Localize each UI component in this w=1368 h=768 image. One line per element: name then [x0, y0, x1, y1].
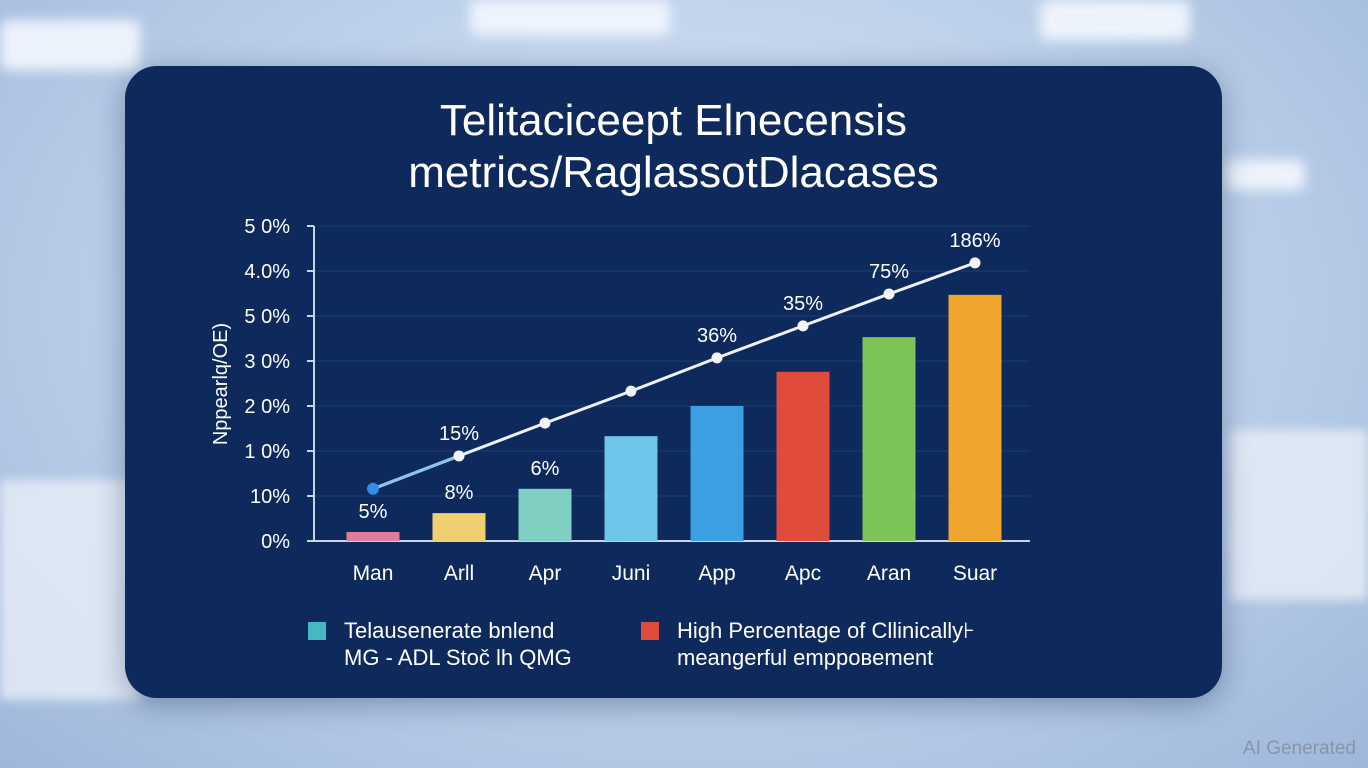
x-tick-label: Arll	[444, 562, 474, 585]
bar-arll	[432, 513, 486, 541]
y-tick-label: 4.0%	[244, 261, 290, 283]
ceiling-light	[470, 0, 670, 35]
legend-label-line2: meangerful empровement	[677, 645, 934, 670]
bar-data-label: 6%	[531, 458, 560, 480]
bar-aran	[862, 337, 916, 541]
y-tick-label: 1 0%	[244, 441, 290, 463]
watermark: AI Generated	[1242, 738, 1356, 759]
line-point	[969, 257, 981, 269]
y-tick-label: 10%	[250, 486, 290, 508]
x-tick-label: Apr	[529, 562, 562, 585]
y-axis-label: Nppearlq/OE)	[210, 323, 232, 445]
chart-title-line1: Telitaciceept Elnecensis	[439, 96, 908, 145]
legend-item-bars: Telausenerate bnlend MG - ADL Stoč lh QMG	[308, 617, 572, 671]
line-data-label: 15%	[439, 423, 479, 445]
line-data-label: 186%	[949, 230, 1000, 252]
ceiling-light	[0, 20, 140, 70]
x-tick-label: App	[698, 562, 735, 585]
line-data-label: 35%	[783, 293, 823, 315]
y-tick-label: 5 0%	[244, 216, 290, 238]
legend-swatch	[641, 622, 659, 640]
legend-swatch	[308, 622, 326, 640]
lab-cabinet	[0, 480, 140, 700]
x-tick-label: Juni	[612, 562, 651, 585]
bar-apr	[518, 488, 572, 541]
chart-title-line2: metrics/RaglassotDlacases	[408, 148, 939, 197]
legend-label-line2: MG - ADL Stoč lh QMG	[344, 645, 572, 670]
bar-apc	[776, 371, 830, 541]
line-point	[711, 352, 723, 364]
line-point	[883, 288, 895, 300]
line-data-label: 75%	[869, 261, 909, 283]
lab-cabinet	[1230, 430, 1368, 600]
legend-item-line: High Percentage of Cllinically⊦ meangerfu…	[641, 617, 975, 671]
line-point	[539, 417, 551, 429]
x-tick-label: Apc	[785, 562, 821, 585]
bar-man	[346, 532, 400, 541]
x-tick-label: Aran	[867, 562, 911, 585]
x-tick-label: Man	[353, 562, 394, 585]
y-tick-label: 2 0%	[244, 396, 290, 418]
line-point	[797, 320, 809, 332]
chart-plot: 0% 10% 1 0% 2 0% 3 0% 5 0% 4.0% 5 0% Nppearlq/OE…	[210, 216, 1030, 585]
chart-card: Telitaciceept Elnecensis metrics/Raglass…	[125, 66, 1222, 698]
x-tick-label: Suar	[953, 562, 997, 585]
ceiling-light	[1040, 0, 1190, 40]
bar-data-label: 8%	[445, 482, 474, 504]
y-tick-label: 0%	[261, 531, 290, 553]
line-series	[372, 261, 976, 491]
line-data-label: 36%	[697, 325, 737, 347]
ceiling-light	[1225, 160, 1305, 190]
legend-label-line1: High Percentage of Cllinically⊦	[677, 618, 975, 643]
bar-app	[690, 406, 744, 541]
line-point	[453, 450, 465, 462]
line-point	[367, 482, 379, 495]
line-segment-start	[372, 454, 460, 491]
y-tick-label: 5 0%	[244, 306, 290, 328]
y-tick-label: 3 0%	[244, 351, 290, 373]
bar-suar	[948, 294, 1002, 541]
line-point	[625, 385, 637, 397]
bar-data-label: 5%	[359, 501, 388, 523]
bar-juni	[604, 436, 658, 541]
legend-label-line1: Telausenerate bnlend	[344, 618, 555, 643]
